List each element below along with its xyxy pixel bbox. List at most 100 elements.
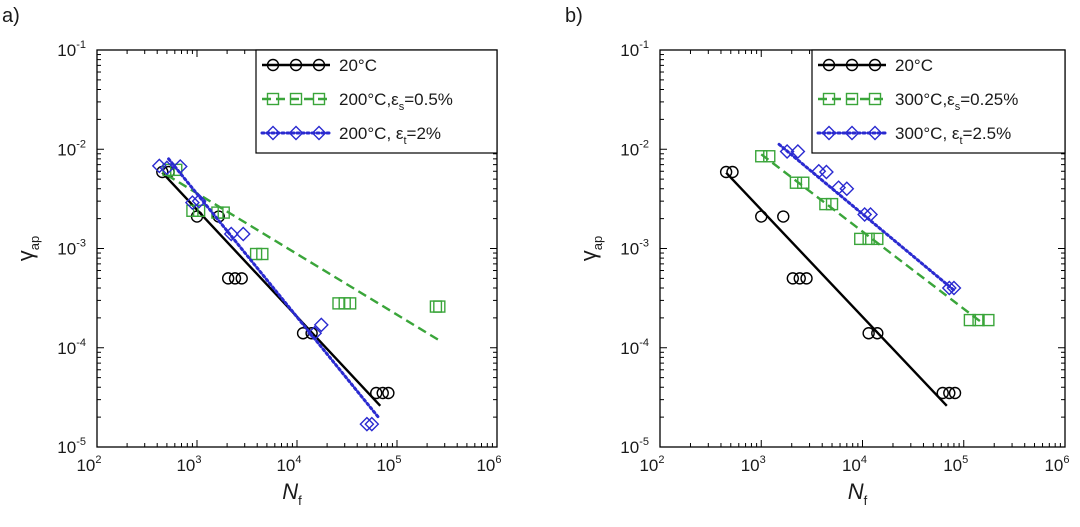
y-tick-exponent: -4 (639, 337, 649, 349)
chart-panel-b: b)102 103 104 105 10610-510-410-310-210-1Nfγ… (565, 5, 1070, 508)
data-point (797, 176, 810, 189)
legend-marker (822, 92, 836, 106)
data-point (779, 143, 795, 159)
y-axis-label: γap (576, 236, 605, 261)
y-tick-base: 10 (620, 140, 639, 159)
legend-label-main: 300°C, ε (895, 124, 960, 143)
x-tick-base: 10 (376, 456, 395, 475)
data-point (825, 197, 839, 211)
legend-label-main: 20°C (339, 56, 377, 75)
x-axis-label-sub: f (298, 493, 302, 508)
x-tick-base: 10 (639, 456, 658, 475)
data-point (871, 232, 884, 246)
y-tick-base: 10 (620, 41, 639, 60)
data-point (972, 313, 985, 327)
x-tick-base: 10 (1044, 456, 1063, 475)
legend-marker (311, 125, 327, 141)
y-tick-base: 10 (57, 140, 76, 159)
x-tick-label: 106 (1044, 454, 1069, 475)
data-point (857, 207, 873, 223)
chart-panel-a: a)102 103 104 105 10610-510-410-310-210-1Nfγ… (2, 5, 502, 508)
data-point (313, 317, 329, 333)
data-point (359, 416, 375, 432)
series-2 (151, 157, 380, 432)
legend-marker (844, 125, 860, 141)
y-tick-base: 10 (57, 41, 76, 60)
x-tick-exponent: 5 (962, 454, 968, 466)
x-tick-label: 104 (842, 454, 867, 475)
y-tick-label: 10-5 (57, 436, 86, 457)
x-tick-exponent: 6 (495, 454, 501, 466)
legend-marker (266, 58, 280, 72)
series-1 (755, 150, 995, 327)
data-point (235, 272, 248, 285)
x-tick-base: 10 (741, 456, 760, 475)
legend-label-main: 200°C, ε (339, 124, 404, 143)
data-point (948, 386, 962, 400)
data-point (941, 280, 957, 296)
legend: 20°C 200°C,εs=0.5% 200°C, εt=2% (255, 49, 498, 154)
data-point (793, 272, 806, 285)
x-tick-label: 105 (943, 454, 968, 475)
data-point (963, 313, 977, 327)
y-tick-exponent: -2 (639, 138, 649, 150)
x-tick-base: 10 (176, 456, 195, 475)
legend-label-main: 300°C,ε (895, 90, 955, 109)
data-point (223, 226, 239, 242)
x-tick-base: 10 (943, 456, 962, 475)
data-point (871, 327, 884, 340)
y-tick-label: 10-4 (57, 337, 86, 358)
data-point (172, 159, 188, 175)
data-point (192, 204, 206, 217)
series-0 (156, 165, 395, 407)
y-tick-exponent: -5 (639, 436, 649, 448)
y-tick-exponent: -3 (639, 238, 649, 250)
data-point (256, 247, 269, 261)
data-point (186, 204, 199, 217)
y-tick-base: 10 (620, 339, 639, 358)
x-tick-base: 10 (476, 456, 495, 475)
x-tick-label: 103 (176, 454, 201, 475)
y-tick-label: 10-1 (57, 39, 86, 60)
data-point (343, 297, 357, 310)
legend-marker (266, 92, 280, 106)
x-tick-exponent: 6 (1063, 454, 1069, 466)
data-point (819, 197, 832, 211)
data-point (818, 164, 834, 180)
legend-label: 200°C, εt=2% (339, 124, 441, 147)
y-axis-label-sub: ap (27, 236, 42, 250)
data-point (982, 313, 995, 327)
data-point (786, 272, 800, 285)
data-point (862, 327, 875, 340)
x-axis-label: Nf (848, 479, 868, 508)
y-tick-exponent: -4 (76, 337, 86, 349)
y-tick-label: 10-2 (620, 138, 649, 159)
y-tick-base: 10 (57, 240, 76, 259)
x-axis-label-main: N (848, 479, 864, 504)
fit-line (167, 157, 380, 419)
y-tick-base: 10 (57, 339, 76, 358)
y-tick-exponent: -2 (76, 138, 86, 150)
series-1 (162, 163, 446, 341)
data-point (159, 160, 175, 176)
y-tick-label: 10-4 (620, 337, 649, 358)
data-point (307, 325, 323, 341)
y-axis-label: γap (13, 236, 42, 261)
x-tick-exponent: 5 (395, 454, 401, 466)
data-point (839, 181, 855, 197)
y-tick-label: 10-3 (620, 238, 649, 259)
legend-label: 20°C (339, 56, 377, 75)
legend-label: 300°C, εt=2.5% (895, 124, 1011, 147)
legend-label: 200°C,εs=0.5% (339, 90, 453, 113)
legend-marker (289, 92, 303, 106)
legend-label-sub: t (959, 135, 962, 147)
y-tick-label: 10-5 (620, 436, 649, 457)
legend-marker (265, 125, 281, 141)
data-point (249, 247, 263, 261)
data-point (862, 232, 875, 246)
y-tick-base: 10 (620, 438, 639, 457)
y-axis-label-main: γ (13, 250, 38, 261)
data-point (332, 297, 345, 310)
data-point (800, 272, 813, 285)
